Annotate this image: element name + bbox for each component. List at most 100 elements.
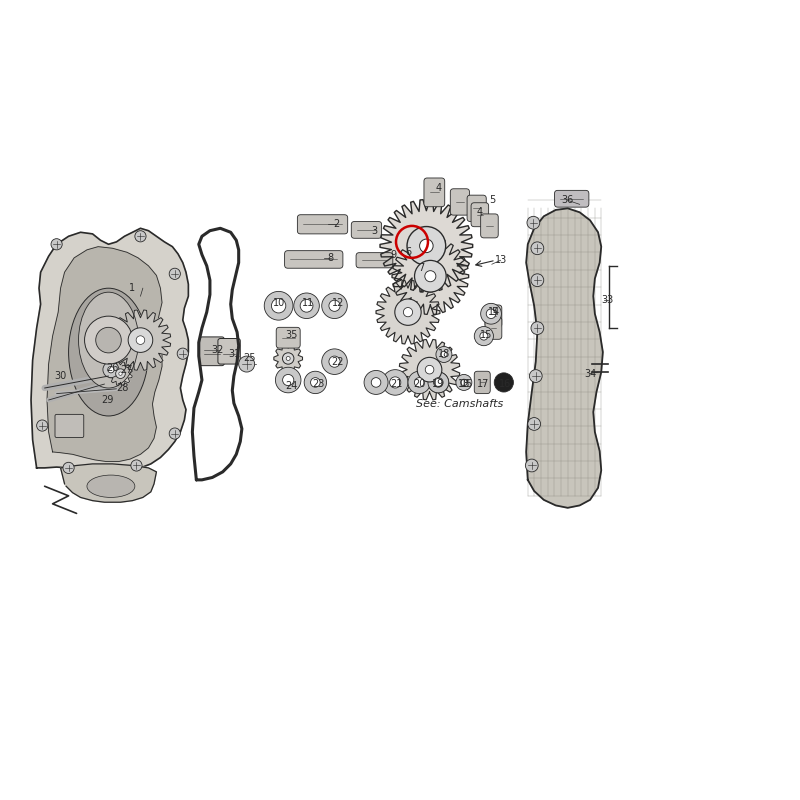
Text: 31: 31: [229, 349, 241, 358]
Circle shape: [408, 371, 430, 394]
Text: 23: 23: [312, 379, 325, 389]
Circle shape: [441, 351, 447, 358]
Text: 14: 14: [488, 307, 500, 317]
Circle shape: [434, 378, 443, 387]
Text: 28: 28: [116, 383, 128, 393]
Circle shape: [364, 370, 388, 394]
Text: 18: 18: [458, 379, 470, 389]
Circle shape: [108, 366, 114, 373]
Circle shape: [282, 353, 294, 364]
FancyBboxPatch shape: [55, 414, 84, 438]
Circle shape: [271, 298, 286, 313]
Polygon shape: [399, 339, 460, 400]
Polygon shape: [47, 246, 162, 462]
Polygon shape: [274, 345, 302, 373]
Circle shape: [170, 268, 180, 279]
FancyBboxPatch shape: [356, 253, 393, 268]
Circle shape: [526, 459, 538, 472]
Text: 34: 34: [584, 369, 596, 378]
FancyBboxPatch shape: [276, 327, 300, 348]
Circle shape: [85, 316, 133, 364]
Text: 13: 13: [494, 255, 506, 266]
Circle shape: [170, 428, 180, 439]
Circle shape: [310, 378, 320, 387]
Polygon shape: [526, 208, 603, 508]
Circle shape: [51, 238, 62, 250]
FancyBboxPatch shape: [481, 214, 498, 238]
FancyBboxPatch shape: [471, 202, 489, 226]
FancyBboxPatch shape: [298, 214, 348, 234]
Circle shape: [434, 378, 442, 386]
Circle shape: [395, 299, 421, 326]
Circle shape: [275, 367, 301, 393]
Text: 25: 25: [244, 353, 256, 362]
Circle shape: [425, 270, 436, 282]
Circle shape: [322, 293, 347, 318]
Circle shape: [390, 377, 401, 388]
FancyBboxPatch shape: [485, 317, 502, 339]
Polygon shape: [61, 464, 157, 502]
Text: 30: 30: [54, 371, 66, 381]
Text: 22: 22: [331, 357, 344, 366]
Circle shape: [304, 371, 326, 394]
Circle shape: [480, 332, 488, 340]
FancyBboxPatch shape: [199, 337, 224, 366]
Polygon shape: [380, 200, 473, 292]
Circle shape: [474, 326, 494, 346]
Text: 26: 26: [106, 363, 118, 373]
Text: 2: 2: [333, 219, 339, 230]
Circle shape: [329, 300, 340, 311]
Circle shape: [527, 216, 540, 229]
Circle shape: [426, 366, 434, 374]
Circle shape: [494, 373, 514, 392]
Circle shape: [322, 349, 347, 374]
Text: 12: 12: [331, 298, 344, 307]
Text: 6: 6: [405, 247, 411, 258]
Polygon shape: [31, 228, 188, 474]
Circle shape: [300, 299, 313, 312]
Text: 20: 20: [413, 379, 426, 389]
Text: 15: 15: [461, 379, 474, 389]
Circle shape: [456, 374, 472, 390]
Text: 5: 5: [490, 195, 496, 206]
Text: 11: 11: [302, 298, 314, 307]
Text: 21: 21: [390, 379, 403, 389]
Ellipse shape: [78, 292, 138, 388]
Circle shape: [103, 362, 119, 378]
Circle shape: [414, 378, 424, 387]
Circle shape: [116, 369, 126, 378]
Text: 10: 10: [273, 298, 285, 307]
Text: 4: 4: [477, 207, 483, 218]
FancyBboxPatch shape: [450, 189, 470, 215]
Text: 1: 1: [130, 283, 135, 293]
Circle shape: [96, 327, 122, 353]
Circle shape: [436, 346, 452, 362]
Text: 27: 27: [121, 366, 133, 375]
FancyBboxPatch shape: [285, 250, 343, 268]
Circle shape: [528, 418, 541, 430]
Circle shape: [407, 226, 446, 265]
Text: 33: 33: [602, 295, 614, 305]
Circle shape: [177, 348, 188, 359]
Text: 3: 3: [371, 226, 378, 236]
Circle shape: [461, 379, 467, 386]
FancyBboxPatch shape: [218, 338, 240, 364]
FancyBboxPatch shape: [351, 222, 382, 238]
Circle shape: [286, 357, 290, 361]
Circle shape: [428, 372, 449, 393]
Polygon shape: [376, 280, 440, 344]
Circle shape: [418, 358, 442, 382]
Text: 7: 7: [418, 263, 425, 274]
Circle shape: [294, 293, 319, 318]
Text: See: Camshafts: See: Camshafts: [416, 399, 503, 409]
Circle shape: [135, 230, 146, 242]
Polygon shape: [110, 310, 170, 370]
Text: 4: 4: [435, 183, 442, 194]
Text: 32: 32: [211, 345, 223, 354]
Circle shape: [481, 303, 502, 324]
Circle shape: [531, 322, 544, 334]
Circle shape: [531, 274, 544, 286]
Circle shape: [486, 309, 496, 318]
Circle shape: [118, 372, 122, 375]
Text: 17: 17: [477, 379, 490, 389]
